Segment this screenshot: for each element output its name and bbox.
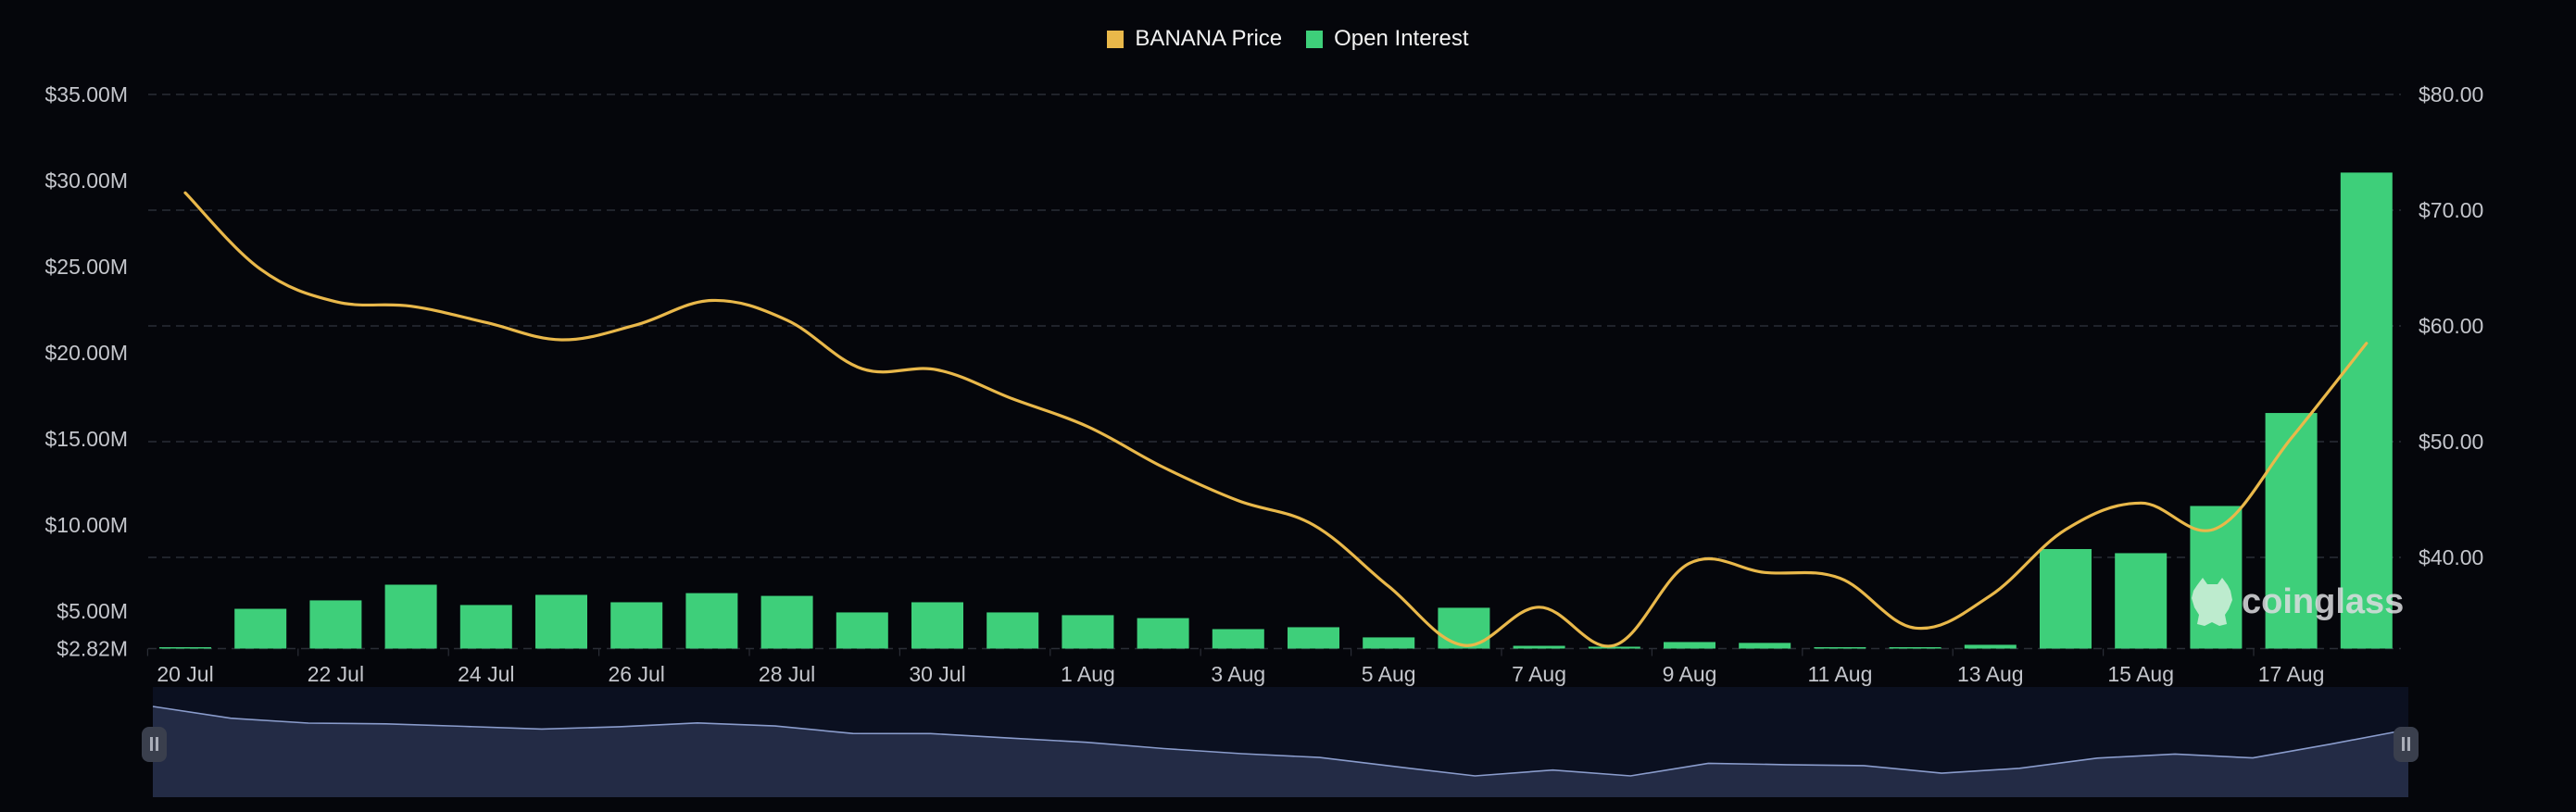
x-axis-tick-label: 30 Jul	[909, 662, 965, 686]
navigator-handle-left[interactable]	[142, 727, 167, 762]
left-axis-tick-label: $2.82M	[57, 637, 128, 661]
x-axis-tick-label: 9 Aug	[1663, 662, 1717, 686]
oi-bar[interactable]	[2040, 548, 2092, 649]
oi-bar[interactable]	[159, 647, 211, 649]
right-axis-tick-label: $50.00	[2419, 430, 2483, 454]
grip-icon	[2407, 737, 2410, 751]
oi-bar[interactable]	[1664, 642, 1715, 649]
oi-bar[interactable]	[1814, 647, 1866, 649]
navigator[interactable]	[142, 687, 2419, 797]
oi-bar[interactable]	[986, 612, 1039, 649]
right-y-axis: $80.00 $70.00 $60.00 $50.00 $40.00	[2419, 82, 2483, 569]
x-axis-tick-label: 28 Jul	[759, 662, 815, 686]
x-axis-tick-label: 7 Aug	[1512, 662, 1566, 686]
watermark-text: coinglass	[2242, 582, 2404, 621]
oi-bar[interactable]	[1513, 645, 1565, 649]
oi-bar[interactable]	[2340, 172, 2393, 649]
left-axis-tick-label: $10.00M	[44, 513, 128, 537]
oi-bar[interactable]	[836, 612, 888, 649]
x-axis-tick-label: 22 Jul	[308, 662, 364, 686]
right-axis-tick-label: $40.00	[2419, 545, 2483, 569]
x-axis-tick-label: 26 Jul	[609, 662, 665, 686]
left-y-axis: $35.00M $30.00M $25.00M $20.00M $15.00M $10.0…	[44, 82, 128, 661]
right-axis-tick-label: $80.00	[2419, 82, 2483, 106]
navigator-handle-right[interactable]	[2394, 727, 2419, 762]
grip-icon	[156, 737, 158, 751]
navigator-area	[153, 706, 2408, 797]
legend-label: BANANA Price	[1135, 26, 1283, 51]
oi-bar[interactable]	[535, 594, 587, 649]
oi-bar[interactable]	[2115, 553, 2168, 649]
oi-bar[interactable]	[459, 605, 512, 649]
legend: BANANA Price Open Interest	[0, 26, 2576, 52]
x-axis-tick-label: 11 Aug	[1807, 662, 1872, 686]
x-axis-tick-label: 17 Aug	[2258, 662, 2325, 686]
coinglass-watermark: coinglass	[2192, 578, 2404, 626]
oi-bar[interactable]	[1137, 618, 1189, 649]
left-axis-tick-label: $15.00M	[44, 427, 128, 451]
oi-bar[interactable]	[384, 584, 437, 649]
oi-bar[interactable]	[1588, 646, 1640, 649]
navigator-line	[152, 706, 2409, 777]
oi-bar[interactable]	[1212, 629, 1264, 649]
coinglass-logo-icon	[2192, 578, 2232, 626]
oi-bar[interactable]	[1889, 647, 1941, 649]
legend-item-banana-price[interactable]: BANANA Price	[1107, 26, 1282, 52]
x-axis-tick-label: 15 Aug	[2107, 662, 2174, 686]
oi-bar[interactable]	[760, 595, 813, 649]
legend-item-open-interest[interactable]: Open Interest	[1306, 26, 1469, 52]
oi-bar[interactable]	[234, 608, 287, 649]
x-axis-tick-label: 24 Jul	[458, 662, 514, 686]
x-axis-tick-label: 5 Aug	[1362, 662, 1416, 686]
oi-bar[interactable]	[911, 602, 963, 649]
oi-bar[interactable]	[610, 602, 663, 649]
oi-bar[interactable]	[685, 593, 738, 649]
right-axis-tick-label: $60.00	[2419, 314, 2483, 338]
oi-bar[interactable]	[1288, 627, 1339, 649]
left-axis-tick-label: $30.00M	[44, 169, 128, 193]
legend-label: Open Interest	[1334, 26, 1469, 51]
x-axis-tick-label: 1 Aug	[1061, 662, 1115, 686]
right-axis-tick-label: $70.00	[2419, 198, 2483, 222]
x-axis: 20 Jul 22 Jul 24 Jul 26 Jul 28 Jul 30 Jul 1 Au…	[146, 648, 2325, 686]
x-axis-tick-label: 20 Jul	[157, 662, 213, 686]
x-axis-tick-label: 13 Aug	[1957, 662, 2024, 686]
left-axis-tick-label: $35.00M	[44, 82, 128, 106]
gridlines	[148, 94, 2401, 650]
oi-bar[interactable]	[309, 600, 362, 649]
open-interest-bars	[159, 172, 2393, 649]
legend-swatch-oi-icon	[1306, 30, 1324, 48]
x-axis-tick-label: 3 Aug	[1211, 662, 1265, 686]
oi-bar[interactable]	[1363, 637, 1415, 649]
grip-icon	[150, 737, 153, 751]
left-axis-tick-label: $25.00M	[44, 255, 128, 279]
price-line	[183, 191, 2369, 648]
oi-bar[interactable]	[1964, 644, 2017, 649]
left-axis-tick-label: $20.00M	[44, 341, 128, 365]
left-axis-tick-label: $5.00M	[57, 599, 128, 623]
oi-bar[interactable]	[1062, 615, 1114, 649]
legend-swatch-price-icon	[1107, 30, 1125, 48]
oi-bar[interactable]	[2265, 413, 2318, 649]
oi-bar[interactable]	[1739, 643, 1791, 649]
grip-icon	[2402, 737, 2405, 751]
